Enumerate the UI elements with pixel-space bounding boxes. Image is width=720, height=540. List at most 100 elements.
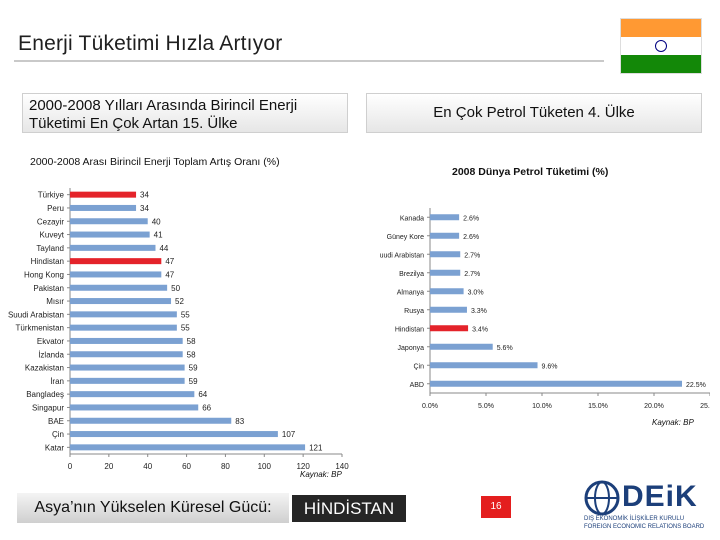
- x-tick-label: 10.0%: [532, 403, 552, 410]
- header-left-box: 2000-2008 Yılları Arasında Birincil Ener…: [22, 93, 348, 133]
- value-label-almanya: 3.0%: [468, 289, 484, 296]
- category-label-g-ney-kore: Güney Kore: [387, 234, 424, 241]
- bar-kazakistan: [70, 364, 185, 371]
- right-chart-source: Kaynak: BP: [652, 418, 694, 427]
- header-left-text: 2000-2008 Yılları Arasında Birincil Ener…: [29, 97, 298, 132]
- x-tick-label: 120: [296, 462, 310, 471]
- bar-abd: [430, 380, 682, 387]
- value-label-japonya: 5.6%: [497, 345, 513, 352]
- category-label-abd: ABD: [410, 382, 424, 389]
- category-label-i-ran: İran: [50, 377, 64, 386]
- category-label-in: Çin: [52, 430, 64, 439]
- india-flag: [620, 18, 702, 74]
- value-label-ekvator: 58: [187, 337, 196, 346]
- bar-almanya: [430, 288, 464, 295]
- category-label-t-rkmenistan: Türkmenistan: [16, 324, 64, 333]
- bar-in: [70, 431, 278, 438]
- bar-tayland: [70, 244, 156, 251]
- x-tick-label: 25.0%: [700, 403, 710, 410]
- category-label-hong-kong: Hong Kong: [24, 270, 64, 279]
- bar-m-s-r: [70, 298, 172, 305]
- x-tick-label: 0: [68, 462, 73, 471]
- value-label-brezilya: 2.7%: [464, 271, 480, 278]
- bar-i-zlanda: [70, 351, 183, 358]
- globe-icon: [584, 480, 620, 516]
- value-label-suudi-arabistan: 55: [181, 310, 190, 319]
- value-label-i-zlanda: 58: [187, 350, 196, 359]
- bar-japonya: [430, 343, 493, 350]
- value-label-t-rkmenistan: 55: [181, 324, 190, 333]
- bar-brezilya: [430, 269, 461, 276]
- x-tick-label: 100: [258, 462, 272, 471]
- category-label-ekvator: Ekvator: [37, 337, 64, 346]
- page-number: 16: [481, 496, 511, 518]
- left-chart-title: 2000-2008 Arası Birincil Enerji Toplam A…: [30, 156, 280, 168]
- flag-saffron-band: [621, 19, 701, 37]
- footer-right: HİNDİSTAN: [292, 495, 406, 522]
- category-label-hindistan: Hindistan: [31, 257, 64, 266]
- logo-subtitle-tr: DIŞ EKONOMİK İLİŞKİLER KURULU: [584, 516, 685, 522]
- value-label-singapur: 66: [202, 403, 211, 412]
- x-tick-label: 40: [143, 462, 152, 471]
- category-label-singapur: Singapur: [32, 403, 64, 412]
- value-label-t-rkiye: 34: [140, 191, 149, 200]
- value-label-i-ran: 59: [189, 377, 198, 386]
- left-chart-source: Kaynak: BP: [300, 470, 342, 479]
- value-label-hong-kong: 47: [165, 270, 174, 279]
- value-label-kazakistan: 59: [189, 364, 198, 373]
- category-label-suudi-arabistan: Suudi Arabistan: [8, 310, 64, 319]
- value-label-g-ney-kore: 2.6%: [463, 234, 479, 241]
- value-label-banglade: 64: [198, 390, 207, 399]
- right-chart-title: 2008 Dünya Petrol Tüketimi (%): [452, 166, 609, 178]
- bar-kanada: [430, 214, 460, 221]
- category-label-peru: Peru: [47, 204, 64, 213]
- value-label-cezayir: 40: [152, 217, 161, 226]
- bar-cezayir: [70, 218, 148, 225]
- bar-t-rkiye: [70, 191, 137, 198]
- bar-hindistan: [430, 325, 469, 332]
- slide-title: Enerji Tüketimi Hızla Artıyor: [18, 32, 283, 55]
- logo-subtitle-en: FOREIGN ECONOMIC RELATIONS BOARD: [584, 524, 705, 530]
- category-label-rusya: Rusya: [404, 308, 424, 315]
- footer-left: Asya’nın Yükselen Küresel Gücü:: [17, 493, 289, 523]
- x-tick-label: 60: [182, 462, 191, 471]
- bar-in: [430, 362, 538, 369]
- bar-hong-kong: [70, 271, 162, 278]
- category-label-i-zlanda: İzlanda: [38, 350, 64, 359]
- value-label-in: 107: [282, 430, 296, 439]
- category-label-cezayir: Cezayir: [37, 217, 64, 226]
- bar-banglade: [70, 391, 195, 398]
- bar-suudi-arabistan: [430, 251, 461, 258]
- bar-hindistan: [70, 258, 162, 265]
- value-label-in: 9.6%: [542, 363, 558, 370]
- category-label-tayland: Tayland: [36, 244, 64, 253]
- category-label-pakistan: Pakistan: [33, 284, 64, 293]
- bar-g-ney-kore: [430, 232, 460, 239]
- right-chart: Kanada 2.6% Güney Kore 2.6% Suudi Arabistan 2…: [380, 208, 710, 410]
- category-label-katar: Katar: [45, 443, 64, 452]
- bar-rusya: [430, 306, 467, 313]
- bar-singapur: [70, 404, 199, 411]
- ashoka-chakra-icon: [655, 40, 667, 52]
- bar-kuveyt: [70, 231, 150, 238]
- flag-white-band: [621, 37, 701, 55]
- value-label-peru: 34: [140, 204, 149, 213]
- bar-bae: [70, 417, 232, 424]
- value-label-pakistan: 50: [171, 284, 180, 293]
- value-label-katar: 121: [309, 443, 323, 452]
- category-label-almanya: Almanya: [397, 289, 424, 296]
- bar-suudi-arabistan: [70, 311, 177, 318]
- value-label-hindistan: 3.4%: [472, 326, 488, 333]
- category-label-kanada: Kanada: [400, 215, 424, 222]
- x-tick-label: 140: [335, 462, 349, 471]
- category-label-kuveyt: Kuveyt: [40, 231, 65, 240]
- x-tick-label: 0.0%: [422, 403, 438, 410]
- value-label-tayland: 44: [159, 244, 168, 253]
- category-label-m-s-r: Mısır: [46, 297, 64, 306]
- header-right-text: En Çok Petrol Tüketen 4. Ülke: [433, 104, 635, 121]
- x-tick-label: 5.0%: [478, 403, 494, 410]
- x-tick-label: 15.0%: [588, 403, 608, 410]
- bar-i-ran: [70, 377, 185, 384]
- logo-wordmark: DEiK: [622, 480, 698, 513]
- flag-green-band: [621, 55, 701, 73]
